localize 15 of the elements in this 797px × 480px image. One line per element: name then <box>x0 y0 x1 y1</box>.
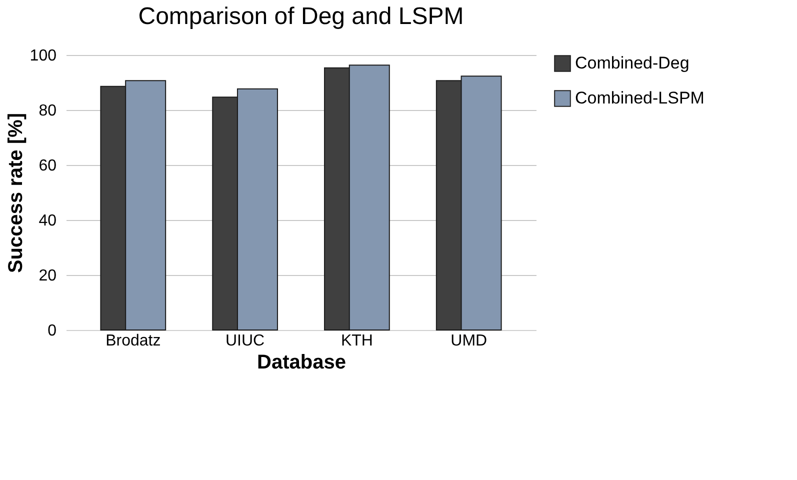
x-axis-title: Database <box>257 352 346 374</box>
y-tick-label: 0 <box>48 322 57 340</box>
y-tick-label: 80 <box>38 102 57 120</box>
y-tick-label: 20 <box>38 268 57 284</box>
y-axis-title: Success rate [%] <box>4 112 27 274</box>
legend-label: Combined-Deg <box>575 54 690 72</box>
x-tick-label: KTH <box>340 332 373 350</box>
y-tick-label: 40 <box>38 212 57 230</box>
y-tick-label: 60 <box>38 158 57 174</box>
y-tick-label: 100 <box>30 48 57 64</box>
x-tick-label: UIUC <box>225 332 265 350</box>
x-tick-label: Brodatz <box>106 332 161 350</box>
x-tick-label: UMD <box>450 332 488 350</box>
chart-title: Comparison of Deg and LSPM <box>138 3 464 30</box>
legend-label: Combined-LSPM <box>575 88 704 108</box>
